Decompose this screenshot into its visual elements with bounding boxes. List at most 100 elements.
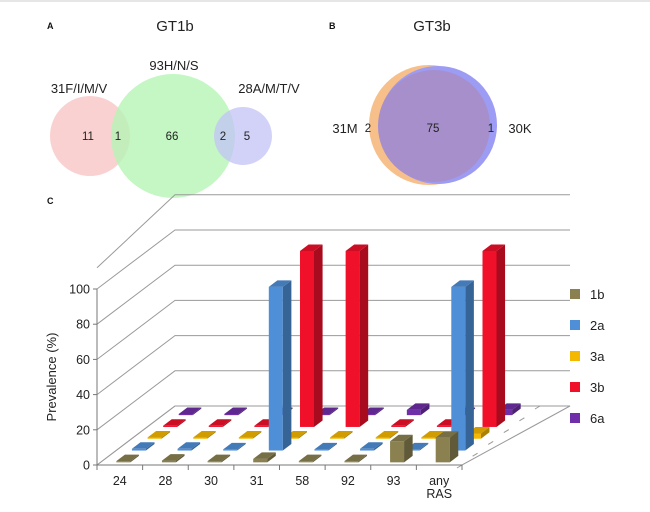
bar-top-face [344,454,368,462]
venn-a-label-28: 28A/M/T/V [238,81,300,96]
bar-front-face [147,437,162,439]
bar-side-face [389,431,399,439]
bar-side-face [222,419,232,427]
bar-2a-any-RAS [451,280,474,451]
bar-front-face [498,409,513,416]
depth-tick [534,405,541,410]
bar-2a-58 [314,442,338,451]
legend-swatch-6a [570,413,580,423]
bar-top-face [163,419,186,426]
bar-front-face [344,461,359,463]
bar-front-face [116,461,131,463]
bar-side-face [238,407,247,416]
bar-side-face [419,442,429,451]
bar-front-face [284,437,299,439]
y-tick-label: 80 [76,318,90,332]
bar-top-face [177,442,201,449]
bar-top-face [238,431,262,438]
bar-front-face [361,413,376,416]
bar-side-face [282,280,292,451]
bar-3a-58 [330,431,353,439]
bar-2a-30 [223,442,246,451]
bar-side-face [312,454,322,463]
venn-b-label-31m: 31M [332,121,357,136]
legend-label-1b: 1b [590,287,604,302]
bar-front-face [375,437,390,439]
bar-side-face [252,431,262,439]
bar-top-face [147,431,171,438]
bar-side-face [328,442,338,451]
bar-side-face [374,442,383,451]
y-axis-title: Prevalence (%) [44,333,59,422]
chart-legend: 1b 2a 3a 3b 6a [570,287,605,426]
bar-side-face [313,244,323,427]
venn-a-count-31-only: 11 [82,131,94,143]
bar-side-face [191,442,201,451]
x-tick-label: 93 [387,474,401,488]
venn-b-count-31m-only: 2 [365,123,371,135]
x-tick-label: RAS [426,487,452,501]
gridline [96,370,570,431]
legend-label-3a: 3a [590,349,605,364]
bar-side-face [405,419,414,427]
bar-1b-58 [298,454,322,463]
bar-3b-31 [299,244,323,427]
bar-front-face [193,437,208,439]
venn-a-label-93: 93H/N/S [149,58,198,73]
bar-3b-92 [391,419,414,427]
wall-top-edge [96,194,570,269]
bar-2a-24 [131,442,155,451]
bar-top-face [207,454,231,462]
bar-side-face [375,407,384,416]
bar-top-face [390,434,413,442]
bar-front-face [254,425,269,427]
venn-a-count-28-only: 5 [244,131,250,143]
y-tick-label: 0 [83,459,90,473]
bar-front-face [330,437,345,439]
bar-1b-30 [207,454,231,463]
bar-top-face [178,407,202,414]
bar-front-face [299,250,314,427]
venn-b-count-both: 75 [427,123,440,135]
legend-label-2a: 2a [590,318,605,333]
bar-side-face [420,403,430,416]
venn-a-label-31: 31F/I/M/V [51,81,108,96]
bar-front-face [406,409,421,416]
legend-swatch-1b [570,289,580,299]
bar-top-face [161,454,185,461]
bar-front-face [360,448,375,451]
depth-tick [519,417,525,422]
bar-2a-28 [177,442,201,451]
legend-swatch-2a [570,320,580,330]
bar-top-face [330,431,353,438]
bar-side-face [358,454,368,463]
bar-front-face [268,286,283,451]
bar-top-face [482,244,506,251]
bar-top-face [391,419,414,426]
bar-front-face [224,413,239,416]
panel-b: B GT3b 31M 30K 2 75 1 [329,18,532,185]
y-tick-label: 100 [69,283,90,297]
bar-front-face [466,433,481,439]
bar-front-face [451,286,466,451]
venn-a-count-31-93: 1 [115,131,121,143]
bar-1b-28 [161,454,185,463]
depth-tick [503,429,510,434]
bar-front-face [482,250,497,427]
bar-top-face [298,454,322,462]
x-tick-label: 24 [113,474,127,488]
bar-side-face [404,434,413,463]
bar-side-face [344,431,353,439]
panel-letter-a: A [47,21,54,31]
bar-side-face [496,244,506,427]
bar-side-face [359,244,369,427]
bar-side-face [449,431,459,463]
gridline [96,335,570,395]
bar-top-face [299,244,323,251]
bar-3a-24 [147,431,171,439]
bar-front-face [391,425,406,427]
venn-b-overlap [378,70,490,182]
bar-side-face [480,426,490,439]
x-tick-label: 92 [341,474,355,488]
